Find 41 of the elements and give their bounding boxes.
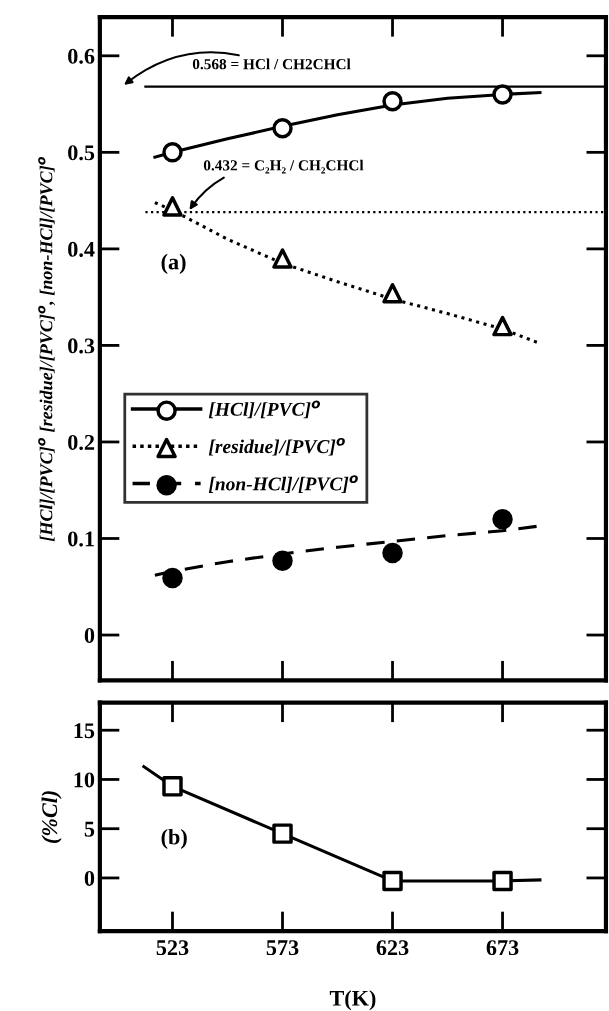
point (382, 283, 403, 304)
y-axis-title: (%Cl) (41, 791, 62, 843)
annotation: (b) (161, 828, 187, 850)
point (272, 823, 293, 844)
point (382, 870, 403, 892)
legend-label: [HCl]/[PVC]$^{o}$ (208, 400, 321, 419)
point (492, 84, 513, 105)
point (382, 90, 403, 112)
x-axis-title: T(K) (329, 990, 376, 1011)
y-tick-label: 0 (84, 627, 95, 643)
legend-label: [residue]/[PVC]$^{o}$ (208, 437, 345, 456)
ref-line-label: 0.432 = C₂H₂ / CH₂CHCl (203, 159, 364, 174)
annotation: (a) (161, 253, 186, 274)
y-tick-label: 0.1 (68, 531, 94, 547)
y-tick-label: 0 (84, 870, 95, 886)
y-tick-label: 0.5 (68, 145, 95, 161)
point (272, 550, 293, 571)
y-tick-label: 5 (84, 821, 95, 837)
y-tick-label: 15 (74, 723, 95, 739)
y-tick-label: 0.2 (68, 434, 95, 450)
point (492, 508, 513, 530)
point (492, 315, 513, 337)
y-tick-label: 10 (74, 772, 95, 788)
x-tick-label: 573 (266, 940, 299, 956)
point (162, 196, 183, 217)
point (162, 567, 183, 589)
y-tick-label: 0.4 (68, 241, 95, 257)
x-tick-label: 523 (156, 940, 189, 956)
point (272, 117, 293, 139)
y-tick-label: 0.6 (68, 48, 95, 64)
point (492, 870, 513, 892)
legend-label: [non-HCl]/[PVC]$^{o}$ (208, 475, 358, 493)
point (272, 248, 293, 269)
point (162, 142, 183, 163)
y-tick-label: 0.3 (68, 338, 95, 354)
x-tick-label: 623 (376, 940, 409, 956)
y-axis-title: [HCl]/[PVC]$^{o}$ [residue]/[PVC]$^{o}$, [non-HCl]/[PVC]$^{o}$ (38, 156, 55, 542)
point (382, 542, 403, 564)
point (162, 776, 183, 797)
ref-line-label: 0.568 = HCl / CH2CHCl (192, 58, 351, 70)
x-tick-label: 673 (486, 940, 519, 956)
